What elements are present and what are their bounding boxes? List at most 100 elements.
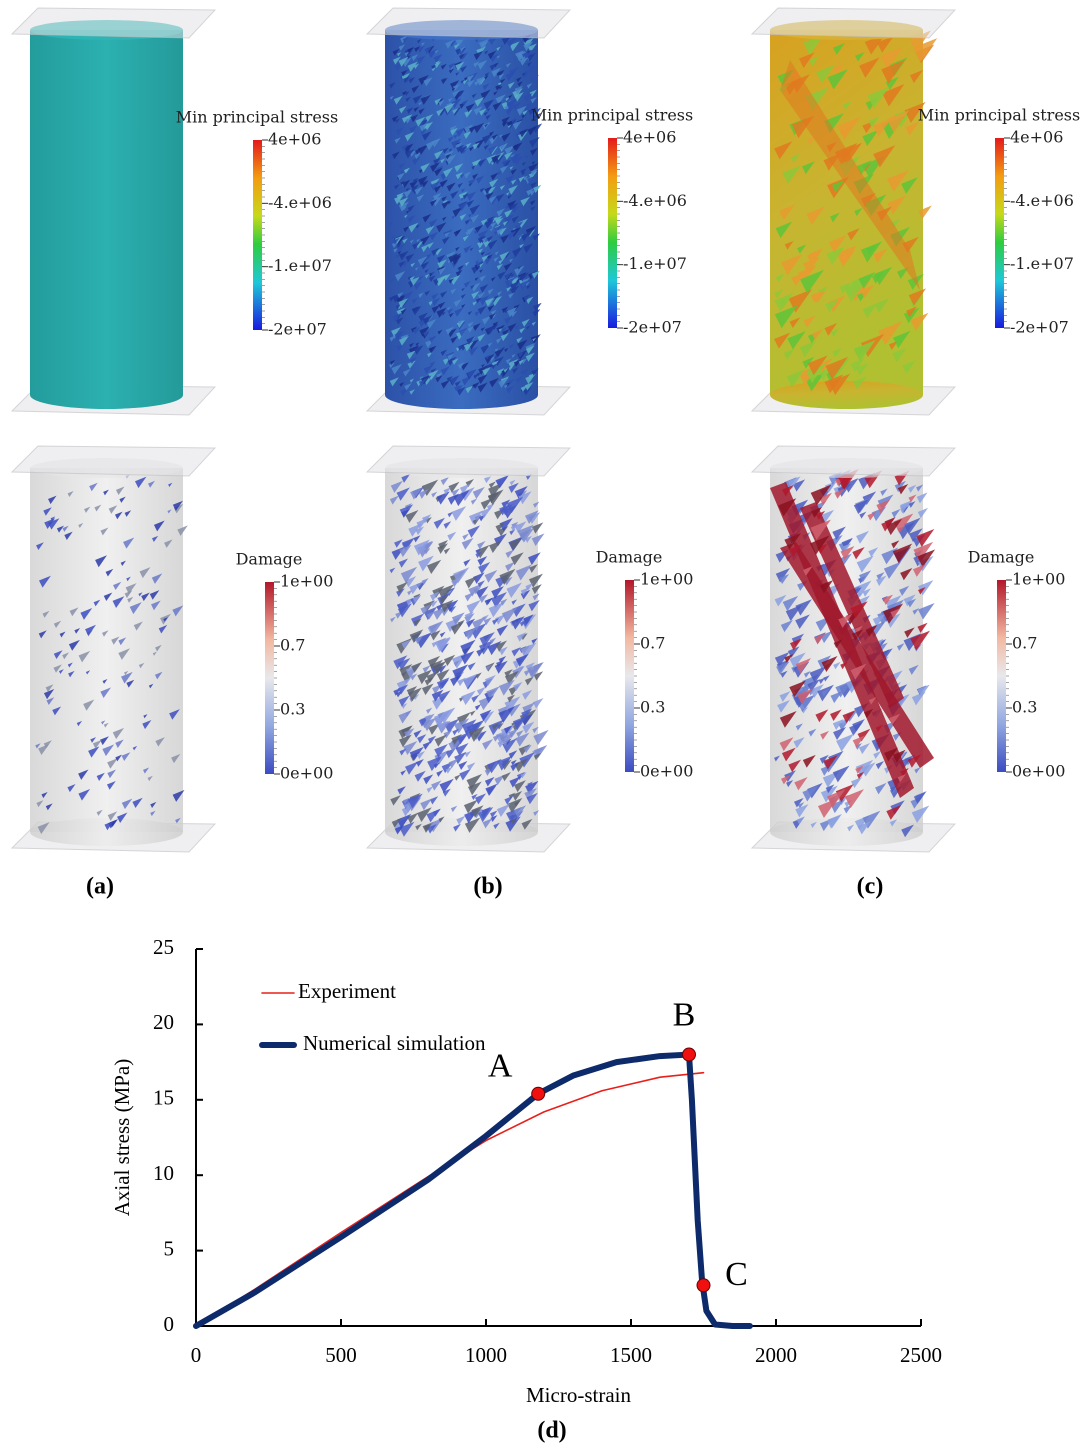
- texture-fleck: [402, 238, 408, 244]
- texture-fleck: [418, 47, 423, 53]
- texture-fleck: [436, 108, 444, 117]
- texture-fleck: [786, 779, 794, 788]
- texture-fleck: [520, 168, 527, 175]
- texture-fleck: [78, 523, 84, 529]
- texture-fleck: [477, 235, 486, 244]
- texture-fleck: [454, 774, 461, 781]
- colorbar-tick-label: -2e+07: [268, 320, 327, 339]
- texture-fleck: [481, 363, 486, 368]
- texture-fleck: [501, 116, 510, 125]
- texture-fleck: [433, 606, 447, 620]
- texture-fleck: [121, 752, 131, 761]
- texture-fleck: [501, 772, 511, 782]
- texture-fleck: [103, 592, 113, 602]
- texture-fleck: [451, 255, 462, 266]
- texture-fleck: [830, 709, 842, 721]
- texture-fleck: [434, 248, 443, 256]
- texture-fleck: [908, 288, 927, 306]
- texture-fleck: [526, 284, 532, 290]
- texture-fleck: [397, 684, 409, 695]
- loading-plate: [365, 7, 572, 39]
- texture-fleck: [120, 560, 126, 566]
- texture-fleck: [452, 664, 469, 681]
- colorbar-title: Damage: [236, 550, 303, 569]
- colorbar-tick-label: -1.e+07: [623, 254, 687, 273]
- texture-fleck: [881, 59, 906, 84]
- texture-fleck: [838, 613, 853, 628]
- texture-fleck: [436, 254, 446, 264]
- texture-fleck: [423, 774, 434, 785]
- texture-fleck: [808, 728, 817, 737]
- texture-fleck: [468, 213, 473, 218]
- texture-fleck: [455, 61, 465, 71]
- texture-fleck: [449, 40, 456, 47]
- texture-fleck: [439, 595, 449, 605]
- texture-fleck: [485, 297, 495, 307]
- texture-fleck: [422, 665, 431, 674]
- texture-fleck: [533, 810, 540, 817]
- texture-fleck: [860, 284, 874, 299]
- texture-fleck: [414, 147, 422, 155]
- texture-fleck: [435, 60, 440, 65]
- texture-fleck: [528, 204, 533, 209]
- texture-fleck: [830, 328, 840, 337]
- texture-fleck: [462, 99, 469, 106]
- texture-fleck: [472, 142, 480, 150]
- texture-fleck: [530, 147, 539, 156]
- texture-fleck: [472, 381, 480, 389]
- texture-fleck: [893, 513, 914, 534]
- texture-fleck: [436, 372, 443, 379]
- texture-fleck: [522, 109, 528, 116]
- texture-fleck: [415, 241, 424, 249]
- texture-fleck: [501, 306, 509, 314]
- texture-fleck: [510, 153, 521, 164]
- texture-fleck: [807, 136, 816, 145]
- texture-fleck: [506, 582, 522, 598]
- texture-fleck: [422, 315, 433, 325]
- texture-fleck: [528, 162, 539, 173]
- texture-fleck: [813, 290, 827, 304]
- texture-fleck: [512, 715, 528, 731]
- texture-fleck: [833, 639, 843, 649]
- texture-fleck: [784, 533, 801, 550]
- texture-fleck: [825, 298, 839, 313]
- texture-fleck: [475, 586, 489, 599]
- texture-fleck: [840, 553, 852, 565]
- texture-fleck: [908, 494, 917, 503]
- texture-fleck: [489, 178, 499, 188]
- texture-fleck: [510, 524, 519, 532]
- texture-fleck: [520, 772, 527, 779]
- texture-fleck: [397, 657, 411, 671]
- texture-fleck: [524, 154, 530, 160]
- texture-fleck: [518, 359, 524, 365]
- texture-fleck: [446, 251, 456, 261]
- texture-fleck: [392, 312, 402, 322]
- texture-fleck: [784, 653, 794, 663]
- texture-fleck: [886, 805, 902, 820]
- texture-fleck: [422, 741, 432, 750]
- colorbar-tick-label: -4.e+06: [623, 191, 687, 210]
- texture-fleck: [471, 164, 477, 170]
- texture-fleck: [466, 226, 475, 236]
- texture-fleck: [489, 356, 496, 363]
- texture-fleck: [433, 157, 441, 166]
- texture-fleck: [530, 206, 536, 212]
- texture-fleck: [399, 748, 407, 756]
- texture-fleck: [90, 737, 97, 743]
- texture-fleck: [462, 673, 478, 689]
- texture-fleck: [518, 218, 528, 228]
- texture-fleck: [496, 803, 511, 818]
- texture-fleck: [68, 670, 75, 678]
- texture-fleck: [894, 480, 906, 493]
- texture-fleck: [794, 777, 808, 791]
- texture-fleck: [429, 231, 439, 241]
- texture-fleck: [820, 630, 833, 644]
- colorbar-tick-label: -1.e+07: [268, 256, 332, 275]
- texture-fleck: [526, 792, 538, 805]
- texture-fleck: [477, 580, 485, 588]
- texture-fleck: [38, 575, 51, 588]
- texture-fleck: [487, 50, 497, 60]
- texture-fleck: [502, 738, 518, 753]
- texture-fleck: [461, 304, 466, 309]
- texture-fleck: [487, 239, 498, 250]
